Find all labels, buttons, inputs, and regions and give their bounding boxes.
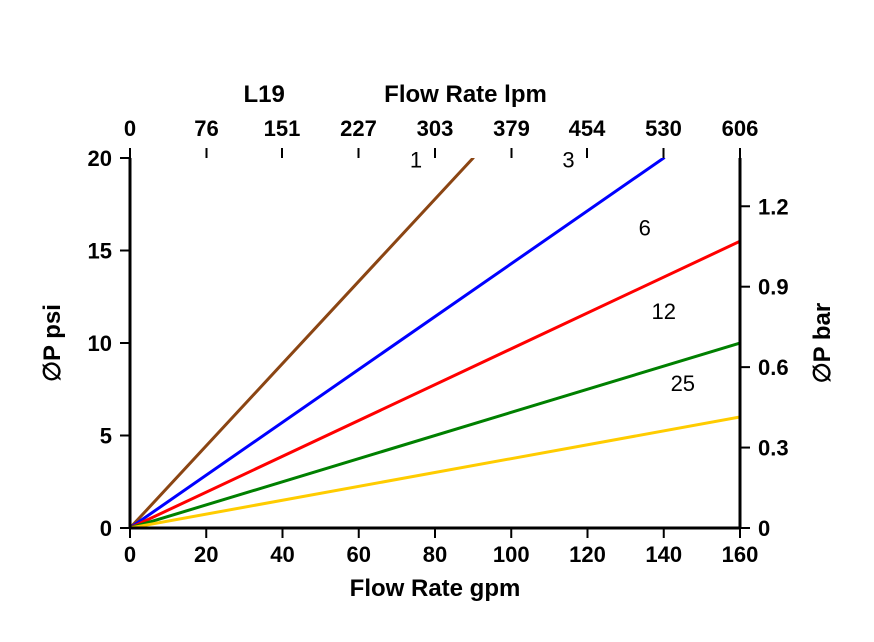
y-left-tick-label: 10 (88, 331, 112, 356)
x-top-title-right: Flow Rate lpm (384, 81, 547, 108)
x-bottom-tick-label: 160 (722, 542, 759, 567)
x-top-tick-label: 303 (417, 116, 454, 141)
y-left-tick-label: 5 (100, 424, 112, 449)
y-right-tick-label: 0.3 (758, 436, 789, 461)
x-bottom-tick-label: 60 (347, 542, 371, 567)
y-right-tick-label: 0 (758, 516, 770, 541)
x-bottom-tick-label: 100 (493, 542, 530, 567)
x-bottom-tick-label: 40 (270, 542, 294, 567)
x-top-tick-label: 151 (264, 116, 301, 141)
y-right-tick-label: 1.2 (758, 194, 789, 219)
x-top-tick-label: 530 (645, 116, 682, 141)
y-left-tick-label: 0 (100, 516, 112, 541)
x-bottom-tick-label: 120 (569, 542, 606, 567)
x-top-tick-label: 76 (194, 116, 218, 141)
x-bottom-title: Flow Rate gpm (350, 575, 521, 602)
x-bottom-tick-label: 140 (645, 542, 682, 567)
y-left-tick-label: 15 (88, 239, 112, 264)
chart-svg: 020406080100120140160Flow Rate gpm076151… (0, 0, 874, 642)
series-label-12: 12 (652, 299, 676, 324)
x-top-title-left: L19 (244, 81, 285, 108)
y-left-tick-label: 20 (88, 146, 112, 171)
y-left-title: ∅P psi (39, 304, 66, 382)
flow-rate-pressure-chart: 020406080100120140160Flow Rate gpm076151… (0, 0, 874, 642)
x-top-tick-label: 606 (722, 116, 759, 141)
y-right-title: ∅P bar (809, 303, 836, 384)
x-top-tick-label: 379 (493, 116, 530, 141)
series-label-3: 3 (562, 147, 574, 172)
x-top-tick-label: 227 (340, 116, 377, 141)
x-top-tick-label: 454 (569, 116, 606, 141)
x-bottom-tick-label: 80 (423, 542, 447, 567)
y-right-tick-label: 0.9 (758, 275, 789, 300)
series-label-25: 25 (671, 371, 695, 396)
series-label-1: 1 (410, 147, 422, 172)
y-right-tick-label: 0.6 (758, 355, 789, 380)
x-bottom-tick-label: 20 (194, 542, 218, 567)
series-label-6: 6 (639, 216, 651, 241)
x-bottom-tick-label: 0 (124, 542, 136, 567)
x-top-tick-label: 0 (124, 116, 136, 141)
